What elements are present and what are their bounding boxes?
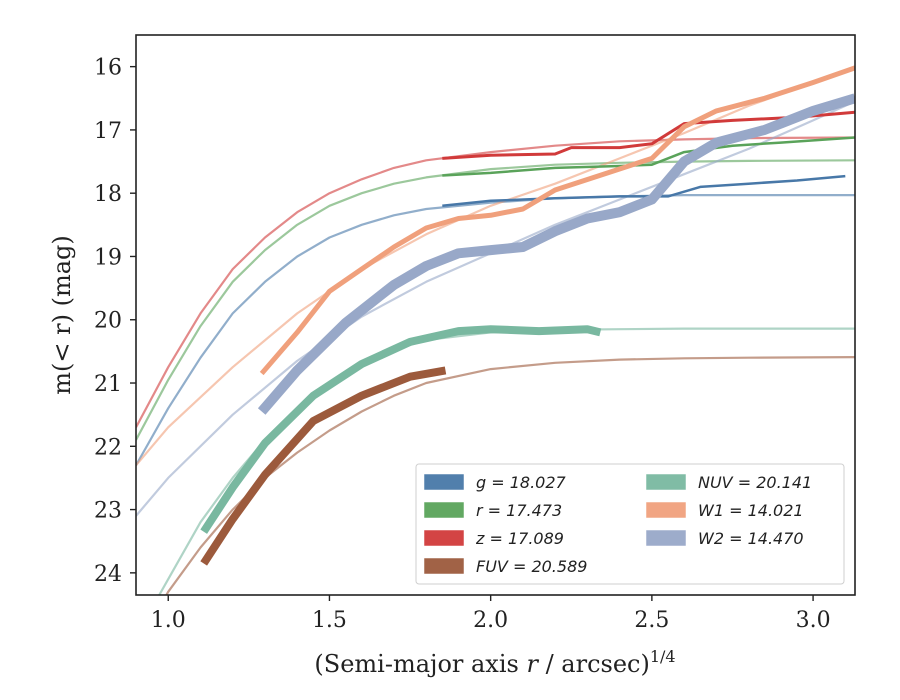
legend-swatch [423,529,465,547]
x-tick-label: 2.5 [634,608,669,633]
x-tick-label: 2.0 [473,608,508,633]
legend-swatch [423,501,465,519]
legend-frame [415,463,845,585]
x-tick-label: 1.0 [151,608,186,633]
series-layer [136,65,855,595]
legend-label: z = 17.089 [475,529,564,548]
profile-z [442,110,855,160]
y-axis: 16 17 18 19 20 21 22 23 24 [94,56,136,587]
model-curve-W1 [136,65,855,467]
legend-swatch [645,529,687,547]
y-axis-label: m(< r) (mag) [48,235,76,394]
profile-W1 [259,65,855,376]
model-curve-FUV [165,356,855,595]
legend-swatch [645,473,687,491]
legend-label: W2 = 14.470 [698,529,804,548]
y-tick-label: 18 [94,182,122,207]
legend-label: NUV = 20.141 [698,473,812,492]
profile-W2 [257,93,855,415]
profile-FUV [200,366,447,566]
legend-label: r = 17.473 [476,501,562,520]
y-tick-label: 21 [94,372,122,397]
legend: g = 18.027 r = 17.473 z = 17.089 FUV = 20.5… [415,463,845,585]
profile-g [442,174,846,208]
x-tick-label: 1.5 [312,608,347,633]
y-tick-label: 24 [94,562,122,587]
y-tick-label: 19 [94,245,122,270]
x-axis: 1.0 1.5 2.0 2.5 3.0 [151,595,831,633]
legend-label: g = 18.027 [476,473,567,492]
legend-swatch [645,501,687,519]
x-tick-label: 3.0 [796,608,831,633]
legend-label: FUV = 20.589 [476,557,587,576]
y-tick-label: 23 [94,499,122,524]
model-curve-z [136,136,855,428]
x-axis-label: (Semi-major axis r / arcsec)1/4 [314,647,675,678]
y-tick-label: 22 [94,435,122,460]
y-tick-label: 16 [94,56,122,81]
y-tick-label: 20 [94,309,122,334]
legend-swatch [423,557,465,575]
model-curve-r [136,159,855,441]
legend-label: W1 = 14.021 [698,501,804,520]
profile-r [442,136,855,177]
legend-swatch [423,473,465,491]
plot-frame [135,34,856,596]
profile-NUV [200,325,602,534]
model-curve-W2 [136,100,855,517]
y-tick-label: 17 [94,119,122,144]
